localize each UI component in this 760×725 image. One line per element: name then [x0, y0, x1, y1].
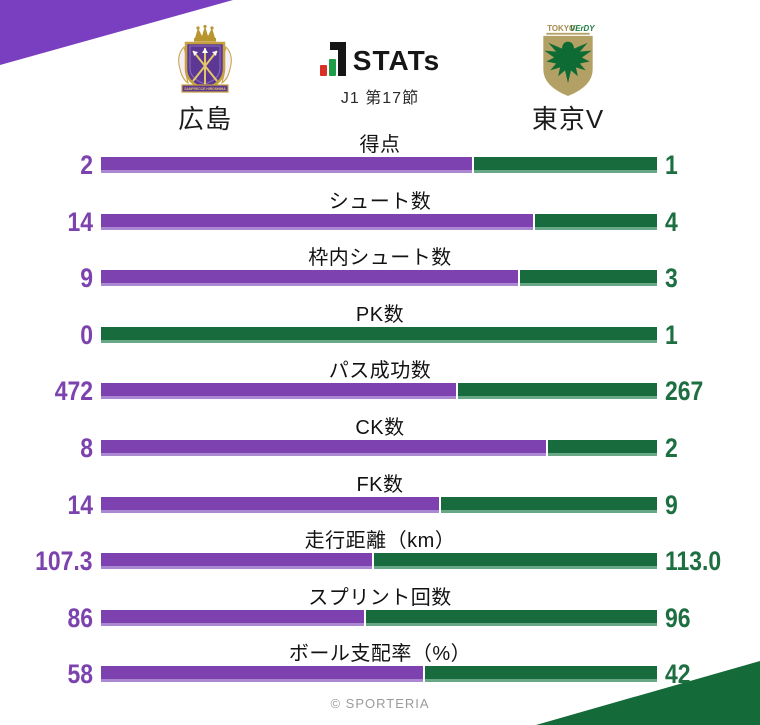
away-value: 1 [665, 319, 678, 350]
home-bar-segment [101, 609, 364, 626]
stat-label: CK数 [355, 416, 405, 439]
stat-row: 枠内シュート数 9 3 [0, 241, 760, 298]
home-bar-segment [101, 157, 472, 173]
home-bar-segment [101, 666, 424, 683]
stat-bar [101, 439, 657, 456]
away-value: 3 [665, 263, 678, 294]
stat-bar-row: 86 96 [0, 602, 760, 633]
stat-label: シュート数 [328, 190, 432, 213]
stat-bar-row: 58 42 [0, 659, 760, 690]
stat-bar [101, 157, 657, 173]
stat-bar-row: 0 1 [0, 319, 760, 350]
home-bar-segment [101, 439, 546, 456]
away-value: 2 [665, 432, 678, 463]
stat-bar [101, 270, 657, 287]
stat-row: 得点 2 1 [0, 128, 760, 185]
emblem-text-tokyo: TOKYO [547, 24, 575, 33]
stat-bar [101, 609, 657, 626]
emblem-text-verdy: VErDY [570, 24, 595, 33]
away-bar-segment [423, 666, 657, 683]
away-value: 267 [665, 376, 704, 407]
sanfrecce-hiroshima-emblem: SANFRECCE HIROSHIMA [178, 25, 232, 93]
stats-logo: STATs [319, 42, 441, 76]
away-team-header: TOKYO VErDY 東京V [498, 22, 638, 134]
away-value: 9 [665, 489, 678, 520]
stat-bar [101, 496, 657, 513]
stat-label: ボール支配率（%） [288, 643, 472, 666]
stat-label: 得点 [359, 134, 401, 156]
stat-bar-row: 2 1 [0, 150, 760, 180]
stat-bar [101, 383, 657, 400]
away-value: 113.0 [665, 546, 722, 577]
away-bar-segment [518, 270, 657, 287]
stats-logo-text: STATs [352, 45, 441, 76]
bar-chart-j-icon [319, 42, 346, 76]
stat-bar [101, 213, 657, 230]
league-round-label: J1 第17節 [340, 90, 420, 107]
stat-label: PK数 [355, 303, 405, 326]
home-value: 8 [80, 432, 93, 463]
home-value: 14 [67, 489, 93, 520]
stat-bar [101, 553, 657, 570]
stat-bar-row: 107.3 113.0 [0, 546, 760, 577]
away-bar-segment [371, 553, 657, 570]
stat-bar-row: 472 267 [0, 376, 760, 407]
home-value: 107.3 [35, 546, 93, 577]
stat-row: 走行距離（km） 107.3 113.0 [0, 524, 760, 581]
stats-rows: 得点 2 1 シュート数 14 4 枠内シュート数 9 [0, 128, 760, 694]
home-value: 14 [67, 206, 93, 237]
home-bar-segment [101, 213, 534, 230]
stat-row: ボール支配率（%） 58 42 [0, 637, 760, 694]
copyright-label: © SPORTERIA [330, 696, 430, 711]
stat-row: CK数 8 2 [0, 411, 760, 468]
home-bar-segment [101, 383, 457, 400]
away-bar-segment [101, 326, 657, 343]
home-value: 472 [54, 376, 93, 407]
away-value: 1 [665, 150, 678, 180]
away-bar-segment [471, 157, 657, 173]
away-bar-segment [363, 609, 657, 626]
emblem-banner-text: SANFRECCE HIROSHIMA [184, 87, 226, 91]
away-bar-segment [439, 496, 657, 513]
stat-bar-row: 14 9 [0, 489, 760, 520]
home-bar-segment [101, 270, 518, 287]
stat-label: パス成功数 [328, 360, 432, 383]
stat-bar-row: 8 2 [0, 432, 760, 463]
away-value: 4 [665, 206, 678, 237]
home-value: 9 [80, 263, 93, 294]
away-bar-segment [456, 383, 657, 400]
stat-label: スプリント回数 [308, 586, 452, 609]
stat-label: 走行距離（km） [304, 530, 456, 553]
header-center: STATs J1 第17節 [280, 42, 480, 108]
stat-bar [101, 666, 657, 683]
footer: © SPORTERIA [0, 695, 760, 713]
home-value: 86 [67, 602, 93, 633]
stat-row: PK数 0 1 [0, 298, 760, 355]
home-team-header: SANFRECCE HIROSHIMA 広島 [135, 22, 275, 134]
home-value: 0 [80, 319, 93, 350]
home-bar-segment [101, 553, 372, 570]
stat-label: FK数 [356, 473, 404, 496]
away-team-name: 東京V [531, 104, 605, 134]
away-bar-segment [533, 213, 657, 230]
stat-label: 枠内シュート数 [308, 247, 452, 270]
green-corner-triangle [536, 661, 760, 725]
away-bar-segment [545, 439, 657, 456]
stat-row: パス成功数 472 267 [0, 354, 760, 411]
purple-corner-triangle [0, 0, 233, 65]
away-value: 96 [665, 602, 691, 633]
stat-bar-row: 9 3 [0, 263, 760, 294]
tokyo-verdy-emblem: TOKYO VErDY [543, 24, 595, 97]
stat-row: スプリント回数 86 96 [0, 581, 760, 638]
home-team-name: 広島 [177, 104, 232, 134]
stat-row: FK数 14 9 [0, 468, 760, 525]
home-bar-segment [101, 496, 440, 513]
stat-bar [101, 326, 657, 343]
stat-row: シュート数 14 4 [0, 185, 760, 242]
home-value: 2 [80, 150, 93, 180]
home-value: 58 [67, 659, 93, 690]
stat-bar-row: 14 4 [0, 206, 760, 237]
away-value: 42 [665, 659, 691, 690]
